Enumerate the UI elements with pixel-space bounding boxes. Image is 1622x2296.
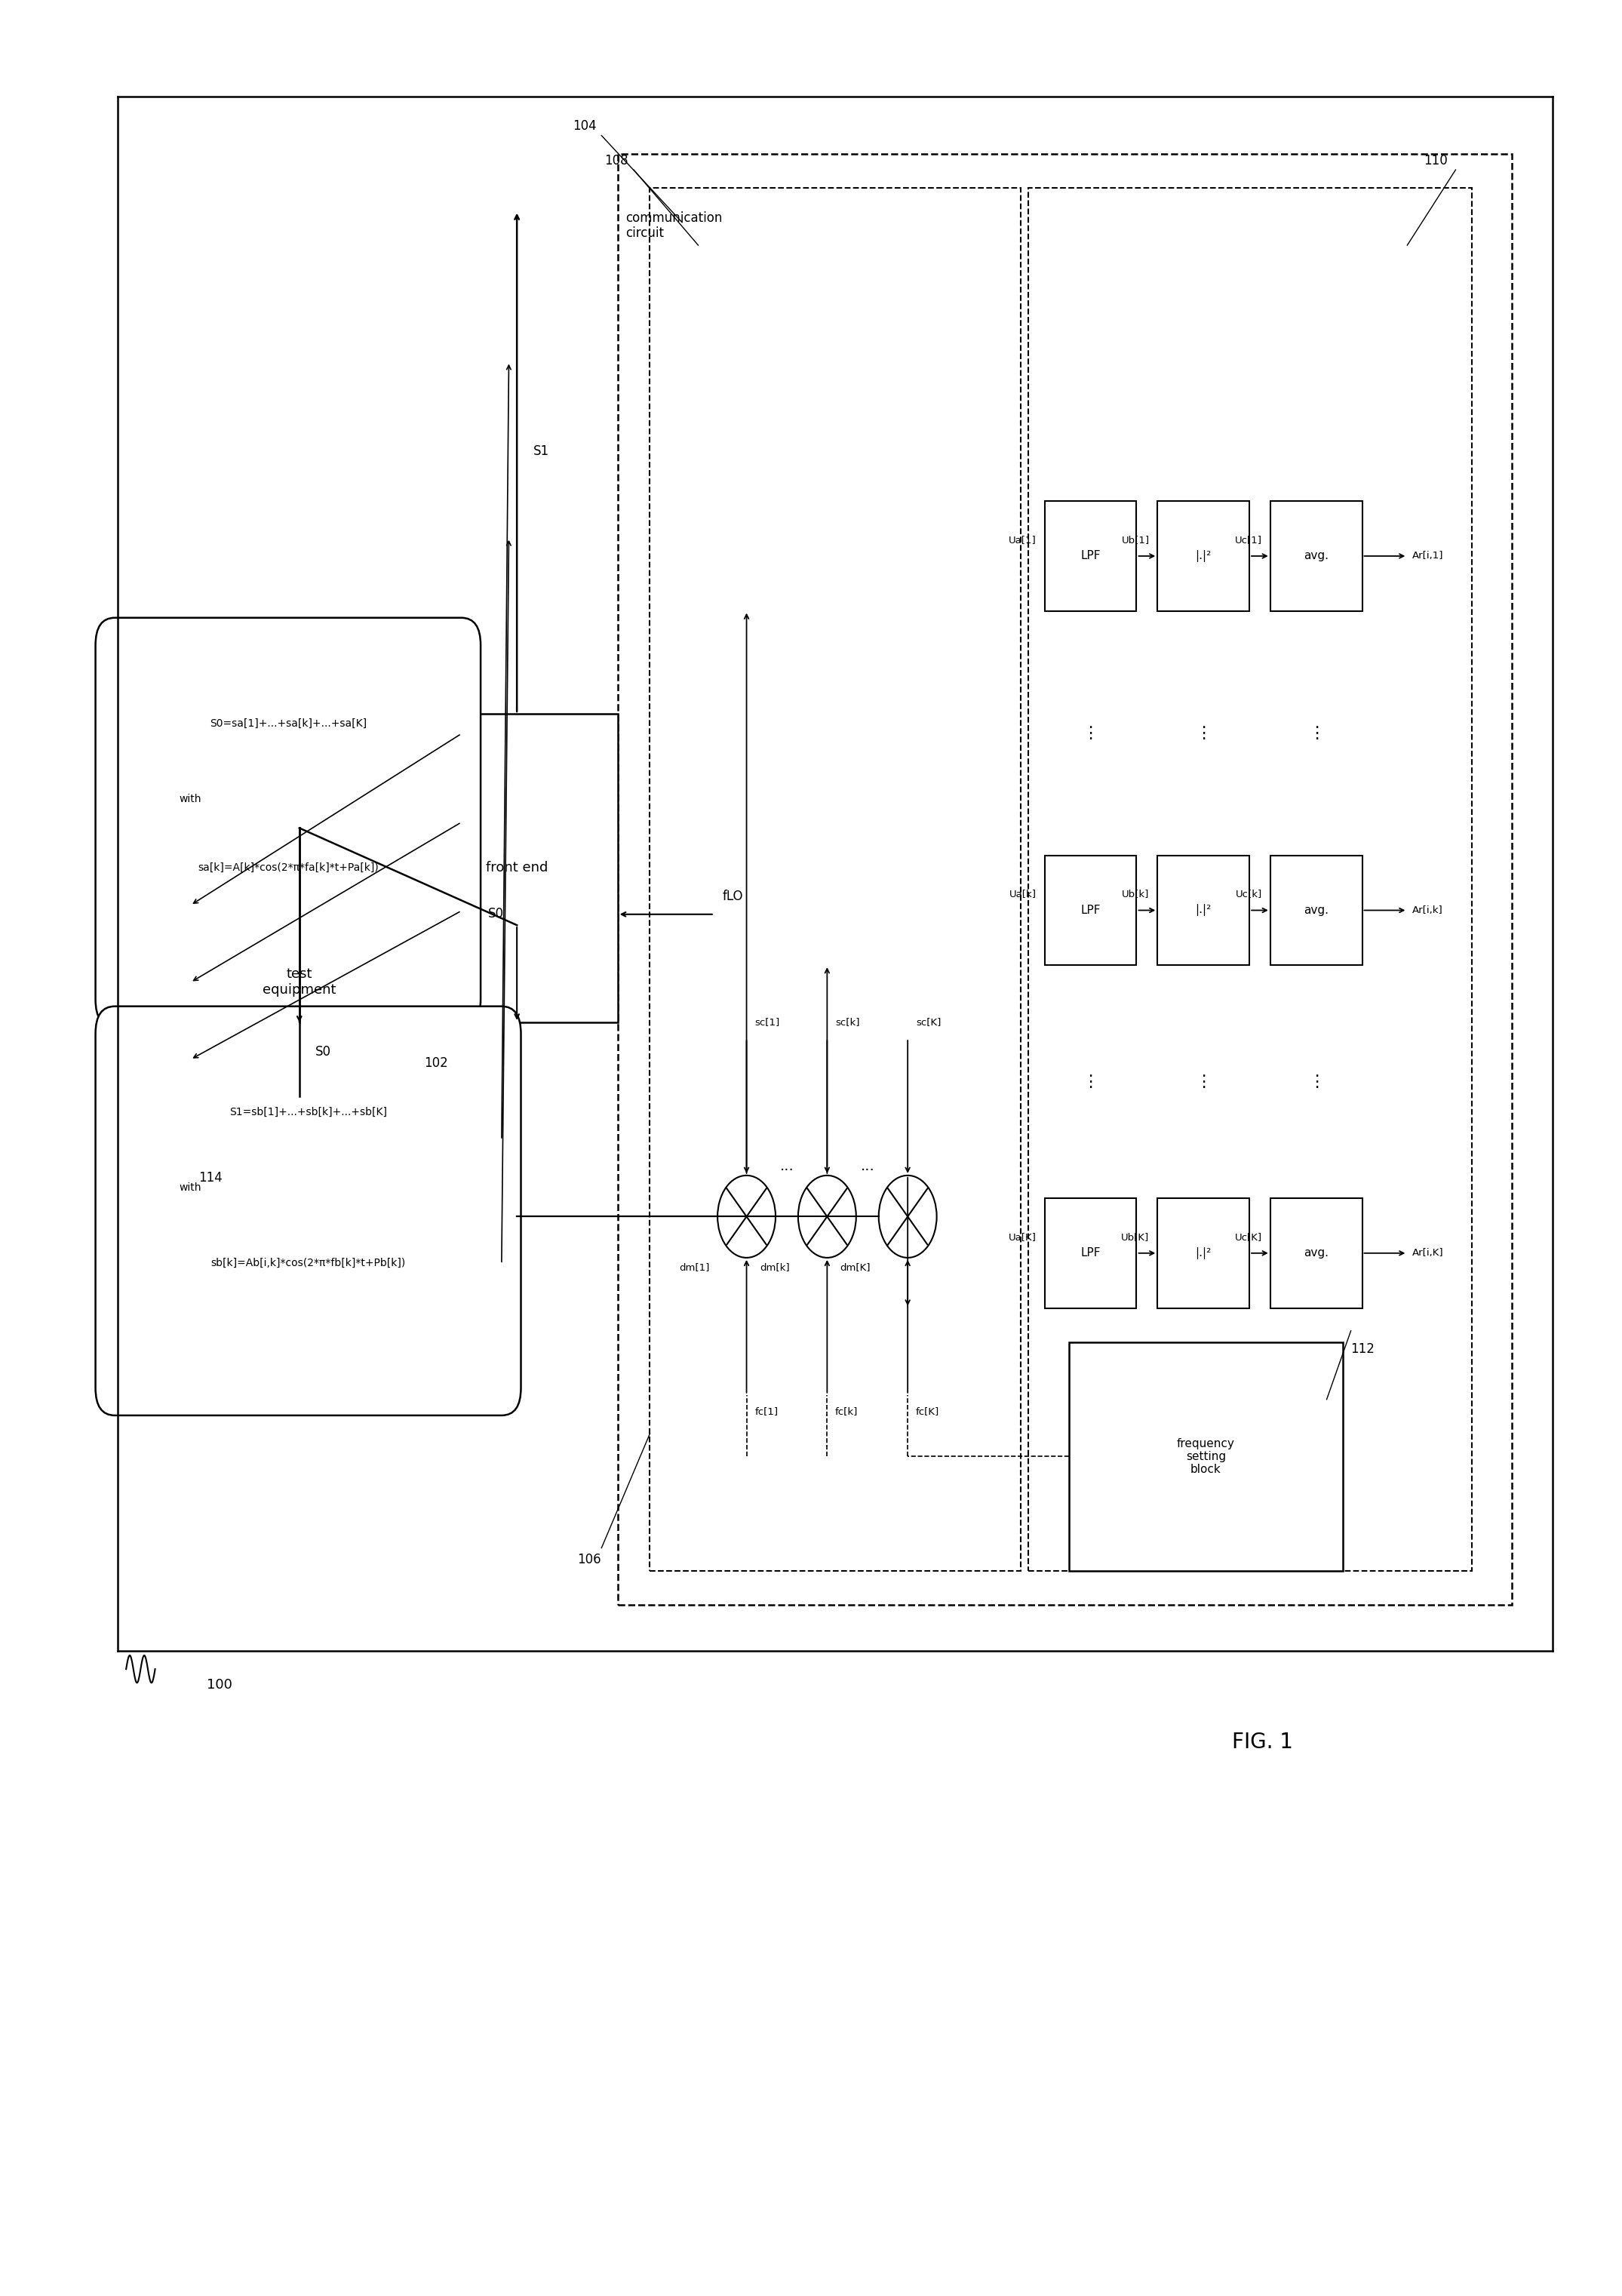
Text: sb[k]=Ab[i,k]*cos(2*π*fb[k]*t+Pb[k]): sb[k]=Ab[i,k]*cos(2*π*fb[k]*t+Pb[k]) (211, 1258, 406, 1267)
Text: ...: ... (780, 1159, 793, 1173)
Text: avg.: avg. (1304, 1247, 1328, 1258)
Text: frequency
setting
block: frequency setting block (1178, 1437, 1234, 1476)
Text: ⋮: ⋮ (1307, 726, 1325, 742)
Text: ⋮: ⋮ (1307, 1075, 1325, 1088)
Text: 104: 104 (573, 119, 597, 133)
Text: avg.: avg. (1304, 551, 1328, 563)
Text: sc[K]: sc[K] (916, 1017, 941, 1026)
Text: |.|²: |.|² (1195, 1247, 1212, 1258)
Text: Ar[i,k]: Ar[i,k] (1413, 905, 1444, 916)
FancyBboxPatch shape (1270, 1199, 1362, 1309)
Text: Ua[K]: Ua[K] (1009, 1233, 1036, 1242)
Text: ⋮: ⋮ (1082, 1075, 1100, 1088)
Text: Ar[i,K]: Ar[i,K] (1413, 1249, 1444, 1258)
Text: Ar[i,1]: Ar[i,1] (1413, 551, 1444, 560)
Text: Ub[k]: Ub[k] (1122, 889, 1150, 898)
FancyBboxPatch shape (1028, 188, 1471, 1570)
Text: ⋮: ⋮ (1195, 1075, 1212, 1088)
FancyBboxPatch shape (1158, 1199, 1249, 1309)
Text: S1=sb[1]+...+sb[k]+...+sb[K]: S1=sb[1]+...+sb[k]+...+sb[K] (229, 1107, 388, 1118)
FancyBboxPatch shape (1158, 501, 1249, 611)
Text: sc[1]: sc[1] (754, 1017, 780, 1026)
Text: Ua[1]: Ua[1] (1009, 535, 1036, 544)
Text: dm[K]: dm[K] (840, 1263, 871, 1272)
Text: communication
circuit: communication circuit (626, 211, 722, 241)
Text: sc[k]: sc[k] (835, 1017, 860, 1026)
FancyBboxPatch shape (96, 1006, 521, 1414)
Text: with: with (180, 794, 201, 804)
Text: Ub[1]: Ub[1] (1121, 535, 1150, 544)
FancyBboxPatch shape (1158, 856, 1249, 964)
Text: Uc[1]: Uc[1] (1234, 535, 1262, 544)
Text: Ua[k]: Ua[k] (1009, 889, 1036, 898)
FancyBboxPatch shape (1069, 1343, 1343, 1570)
Text: front end: front end (487, 861, 548, 875)
FancyBboxPatch shape (96, 618, 480, 1026)
Text: LPF: LPF (1080, 551, 1101, 563)
Text: avg.: avg. (1304, 905, 1328, 916)
Text: ⋮: ⋮ (1195, 726, 1212, 742)
Text: S1: S1 (534, 443, 548, 457)
FancyBboxPatch shape (190, 829, 409, 1137)
FancyBboxPatch shape (650, 188, 1020, 1570)
Text: 114: 114 (198, 1171, 222, 1185)
Text: S0=sa[1]+...+sa[k]+...+sa[K]: S0=sa[1]+...+sa[k]+...+sa[K] (209, 719, 367, 728)
Text: Ub[K]: Ub[K] (1121, 1233, 1150, 1242)
Text: dm[k]: dm[k] (761, 1263, 790, 1272)
Text: 108: 108 (605, 154, 629, 168)
FancyBboxPatch shape (618, 154, 1512, 1605)
FancyBboxPatch shape (1270, 501, 1362, 611)
Text: Uc[K]: Uc[K] (1234, 1233, 1262, 1242)
Text: S0: S0 (315, 1045, 331, 1058)
Text: fc[k]: fc[k] (835, 1405, 858, 1417)
Text: fLO: fLO (722, 889, 743, 902)
Text: |.|²: |.|² (1195, 551, 1212, 563)
Text: FIG. 1: FIG. 1 (1231, 1731, 1293, 1752)
Text: fc[K]: fc[K] (916, 1405, 939, 1417)
Text: 112: 112 (1351, 1343, 1375, 1357)
Text: 110: 110 (1424, 154, 1447, 168)
Text: fc[1]: fc[1] (754, 1405, 779, 1417)
FancyBboxPatch shape (1045, 501, 1137, 611)
Text: dm[1]: dm[1] (680, 1263, 709, 1272)
Text: Uc[k]: Uc[k] (1236, 889, 1262, 898)
Text: S0: S0 (488, 907, 504, 921)
FancyBboxPatch shape (1270, 856, 1362, 964)
Text: LPF: LPF (1080, 905, 1101, 916)
Text: sa[k]=A[k]*cos(2*π*fa[k]*t+Pa[k]): sa[k]=A[k]*cos(2*π*fa[k]*t+Pa[k]) (198, 863, 378, 872)
Text: test
equipment: test equipment (263, 967, 336, 996)
FancyBboxPatch shape (417, 714, 618, 1022)
Text: 102: 102 (425, 1056, 448, 1070)
FancyBboxPatch shape (1045, 856, 1137, 964)
Text: with: with (180, 1182, 201, 1194)
Text: 106: 106 (577, 1552, 602, 1566)
Text: 100: 100 (206, 1678, 232, 1692)
Text: ⋮: ⋮ (1082, 726, 1100, 742)
Text: |.|²: |.|² (1195, 905, 1212, 916)
Text: ...: ... (860, 1159, 874, 1173)
Text: LPF: LPF (1080, 1247, 1101, 1258)
FancyBboxPatch shape (1045, 1199, 1137, 1309)
